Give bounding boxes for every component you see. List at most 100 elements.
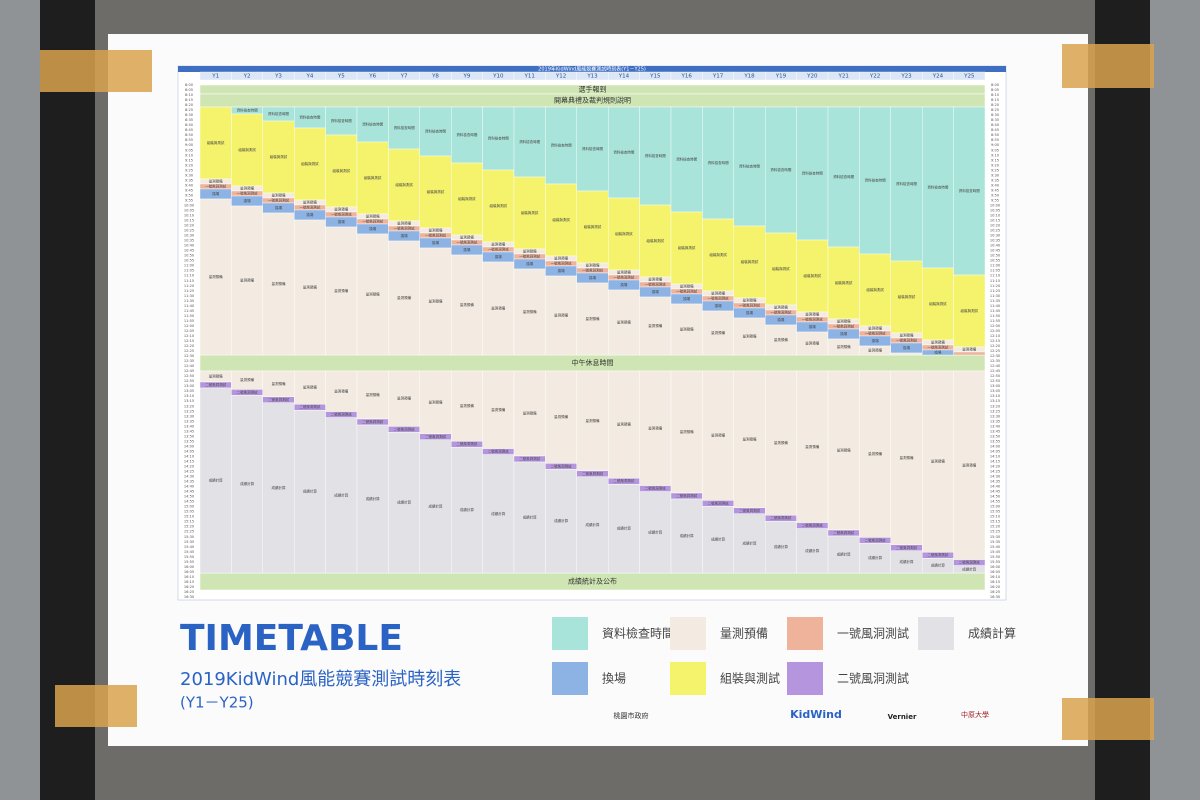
time-label: 15:50 bbox=[990, 555, 1001, 559]
legend-label: 換場 bbox=[602, 672, 626, 686]
block-label: 量測預備 bbox=[868, 451, 882, 456]
block-label: 二號風洞測試 bbox=[299, 404, 320, 409]
block-label: 量測預備 bbox=[711, 291, 725, 296]
block-label: 量測預備 bbox=[837, 344, 851, 349]
time-label: 13:10 bbox=[990, 394, 1001, 398]
block-label: 換場 bbox=[683, 296, 691, 301]
tape bbox=[1062, 698, 1154, 740]
column-header-label: Y1 bbox=[211, 74, 219, 80]
block-label: 組裝與測試 bbox=[427, 189, 445, 194]
schedule-block bbox=[765, 324, 797, 356]
time-label: 13:40 bbox=[990, 424, 1001, 428]
schedule-block bbox=[451, 370, 483, 442]
time-label: 13:30 bbox=[990, 414, 1001, 418]
block-label: 組裝與測試 bbox=[584, 224, 602, 229]
time-label: 10:15 bbox=[184, 219, 194, 223]
block-label: 組裝與測試 bbox=[615, 231, 633, 236]
column-header-label: Y20 bbox=[806, 74, 818, 80]
block-label: 量測預備 bbox=[491, 242, 505, 247]
block-label: 組裝與測試 bbox=[238, 147, 256, 152]
block-label: 資料檢查時間 bbox=[519, 139, 540, 144]
time-label: 14:20 bbox=[184, 464, 195, 468]
block-label: 換場 bbox=[934, 350, 942, 355]
column-header-label: Y25 bbox=[963, 74, 975, 80]
block-label: 組裝與測試 bbox=[207, 140, 225, 145]
schedule-block bbox=[859, 253, 892, 327]
band-label: 中午休息時間 bbox=[572, 358, 614, 367]
time-label: 15:00 bbox=[184, 505, 195, 509]
legend-label: 量測預備 bbox=[720, 626, 768, 641]
block-label: 量測預備 bbox=[805, 312, 819, 317]
schedule-block bbox=[576, 476, 609, 574]
time-label: 16:10 bbox=[184, 575, 195, 579]
block-label: 資料檢查時間 bbox=[676, 157, 697, 162]
time-label: 14:55 bbox=[990, 500, 1000, 504]
schedule-block bbox=[356, 141, 389, 215]
band-label: 選手報到 bbox=[579, 85, 607, 94]
legend-swatch bbox=[670, 662, 706, 695]
time-label: 9:00 bbox=[185, 143, 194, 147]
time-label: 11:25 bbox=[184, 289, 194, 293]
block-label: 一號風洞測試 bbox=[802, 317, 823, 322]
schedule-block bbox=[922, 106, 954, 269]
time-label: 14:35 bbox=[184, 480, 194, 484]
table-heading: 2019年KidWind風能競賽測試時刻表(Y1－Y25) bbox=[538, 66, 646, 73]
block-label: 二號風洞測試 bbox=[456, 441, 477, 446]
time-label: 9:55 bbox=[991, 198, 999, 202]
block-label: 成績計算 bbox=[648, 529, 662, 534]
block-label: 成績計算 bbox=[931, 563, 945, 568]
time-label: 13:05 bbox=[990, 389, 1000, 393]
time-label: 10:10 bbox=[184, 214, 195, 218]
time-label: 14:50 bbox=[990, 495, 1001, 499]
block-label: 量測預備 bbox=[240, 377, 254, 382]
time-label: 11:50 bbox=[990, 314, 1001, 318]
block-label: 資料檢查時間 bbox=[927, 185, 948, 190]
time-label: 13:00 bbox=[184, 384, 195, 388]
schedule-block bbox=[545, 106, 578, 185]
block-label: 量測預備 bbox=[617, 270, 631, 275]
schedule-block bbox=[670, 211, 703, 285]
block-label: 二號風洞測試 bbox=[394, 426, 415, 431]
block-label: 量測預備 bbox=[554, 414, 568, 419]
time-label: 8:05 bbox=[991, 88, 999, 92]
schedule-block bbox=[796, 106, 829, 241]
time-label: 16:00 bbox=[990, 565, 1001, 569]
block-label: 一號風洞測試 bbox=[519, 254, 540, 259]
legend-swatch bbox=[670, 617, 706, 650]
time-label: 8:35 bbox=[991, 118, 999, 122]
schedule-block bbox=[702, 506, 735, 574]
block-label: 二號風洞測試 bbox=[739, 508, 760, 513]
block-label: 資料檢查時間 bbox=[645, 153, 666, 158]
block-label: 量測預備 bbox=[523, 249, 537, 254]
time-label: 12:45 bbox=[184, 369, 194, 373]
time-label: 11:30 bbox=[184, 294, 195, 298]
block-label: 組裝與測試 bbox=[866, 287, 884, 292]
time-label: 14:40 bbox=[990, 485, 1001, 489]
time-label: 15:05 bbox=[990, 510, 1000, 514]
block-label: 量測預備 bbox=[303, 385, 317, 390]
schedule-block bbox=[670, 498, 703, 574]
block-label: 量測預備 bbox=[429, 228, 443, 233]
block-label: 成績計算 bbox=[680, 533, 694, 538]
time-label: 8:00 bbox=[991, 83, 1000, 87]
column-header-label: Y11 bbox=[524, 74, 535, 80]
block-label: 量測預備 bbox=[868, 326, 882, 331]
block-label: 成績計算 bbox=[900, 559, 914, 564]
block-label: 資料檢查時間 bbox=[770, 167, 791, 172]
time-label: 13:40 bbox=[184, 424, 195, 428]
table: 8:00 8:008:05 8:058:10 8:108:15 8:158:20 8:20… bbox=[184, 71, 1001, 599]
block-label: 資料檢查時間 bbox=[959, 188, 980, 193]
block-label: 資料檢查時間 bbox=[739, 164, 760, 169]
time-label: 13:10 bbox=[184, 394, 195, 398]
time-label: 12:20 bbox=[990, 344, 1001, 348]
schedule-block bbox=[922, 370, 954, 553]
time-label: 15:35 bbox=[184, 540, 194, 544]
block-label: 量測預備 bbox=[272, 193, 286, 198]
schedule-block bbox=[796, 528, 829, 574]
schedule-block bbox=[294, 410, 326, 574]
time-label: 8:10 bbox=[185, 93, 194, 97]
schedule-block bbox=[953, 274, 986, 348]
schedule-block bbox=[419, 370, 452, 434]
time-label: 16:20 bbox=[990, 585, 1001, 589]
